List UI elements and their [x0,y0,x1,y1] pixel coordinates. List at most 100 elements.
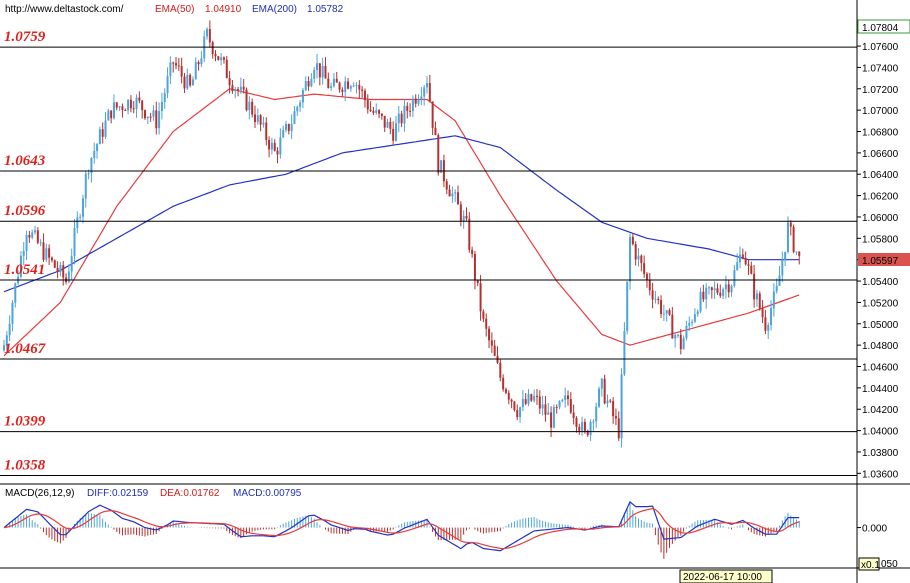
macd-title: MACD(26,12,9) [5,488,74,499]
candle-bull [375,110,378,113]
candle-bear [392,128,395,141]
candle-bear [530,394,533,401]
candle-bull [561,399,564,402]
candle-bull [541,404,544,409]
candle-bear [183,76,186,89]
candle-bull [451,193,454,197]
candle-bear [222,57,225,60]
candle-bull [321,65,324,78]
macd-diff-line [3,500,800,552]
y-tick-label: 1.06000 [862,213,899,224]
candle-bear [657,298,660,301]
candle-bear [535,395,538,397]
candle-bear [400,113,403,124]
candle-bull [386,121,389,128]
candle-bear [764,317,767,331]
candle-bear [583,421,586,431]
candle-bear [612,401,615,417]
candle-bull [592,421,595,423]
level-label: 1.0358 [4,457,46,473]
candle-bear [485,318,488,329]
ema50-value: 1.04910 [205,4,242,15]
candle-bear [175,63,178,66]
candle-bull [270,142,273,150]
candle-bear [488,328,491,341]
candle-bull [87,173,90,175]
candle-bull [730,285,733,293]
candle-bull [293,111,296,124]
candle-bull [781,260,784,276]
candle-bull [606,400,609,404]
level-label: 1.0759 [4,29,46,45]
candle-bear [341,89,344,92]
candle-bear [406,105,409,111]
candle-bear [614,416,617,419]
candle-bull [411,98,414,112]
candle-bear [473,253,476,281]
candle-bull [118,106,121,108]
candle-bull [696,311,699,315]
candle-bull [282,129,285,138]
candle-bull [682,338,685,350]
candle-bull [169,62,172,77]
candle-bull [620,374,623,439]
candle-bear [586,430,589,436]
candle-bear [502,377,505,390]
candle-bull [107,110,110,121]
macd-dea: DEA:0.01762 [160,488,220,499]
candle-bull [313,69,316,79]
candle-bear [101,129,104,137]
top-price-label: 1.07804 [862,23,899,34]
candle-bull [234,89,237,92]
candle-bull [654,298,657,300]
candle-bear [510,399,513,402]
y-tick-label: 1.05800 [862,234,899,245]
candle-bull [22,250,25,256]
y-tick-label: 1.04000 [862,427,899,438]
candle-bear [129,99,132,109]
candle-bull [279,137,282,155]
candle-bear [727,284,730,293]
macd-dea-line [3,507,800,550]
candle-bull [127,99,130,111]
y-tick-label: 1.07200 [862,85,899,96]
candle-bull [19,255,22,277]
candle-bear [504,389,507,393]
candle-bear [180,66,183,77]
candle-bull [739,254,742,263]
candle-bear [631,236,634,245]
candle-bull [256,115,259,123]
candle-bear [189,74,192,86]
y-tick-label: 1.04800 [862,341,899,352]
candle-bull [112,102,115,119]
y-tick-label: 1.06800 [862,128,899,139]
candle-bear [524,399,527,404]
candle-bear [792,226,795,252]
candle-bull [688,322,691,326]
candle-bull [547,412,550,415]
candle-bear [459,204,462,222]
y-tick-label: 1.06200 [862,192,899,203]
candle-bear [132,108,135,110]
candle-bull [708,287,710,289]
candle-bull [344,81,347,92]
candle-bull [397,113,400,124]
candle-bull [676,334,679,336]
candle-bull [248,101,251,111]
candle-bull [98,129,101,145]
candle-bull [767,325,770,331]
level-label: 1.0541 [4,262,45,278]
candle-bear [538,396,541,409]
candle-bear [141,100,144,111]
candle-bear [741,254,744,259]
candle-bear [710,287,713,291]
candle-bear [572,412,575,419]
candle-bear [172,62,175,64]
candle-bull [623,331,626,375]
candle-bull [81,198,84,217]
candle-bear [575,418,578,427]
candle-bear [753,273,756,300]
candle-bull [713,288,716,291]
ema50-line [3,88,800,357]
candle-bear [660,300,663,315]
